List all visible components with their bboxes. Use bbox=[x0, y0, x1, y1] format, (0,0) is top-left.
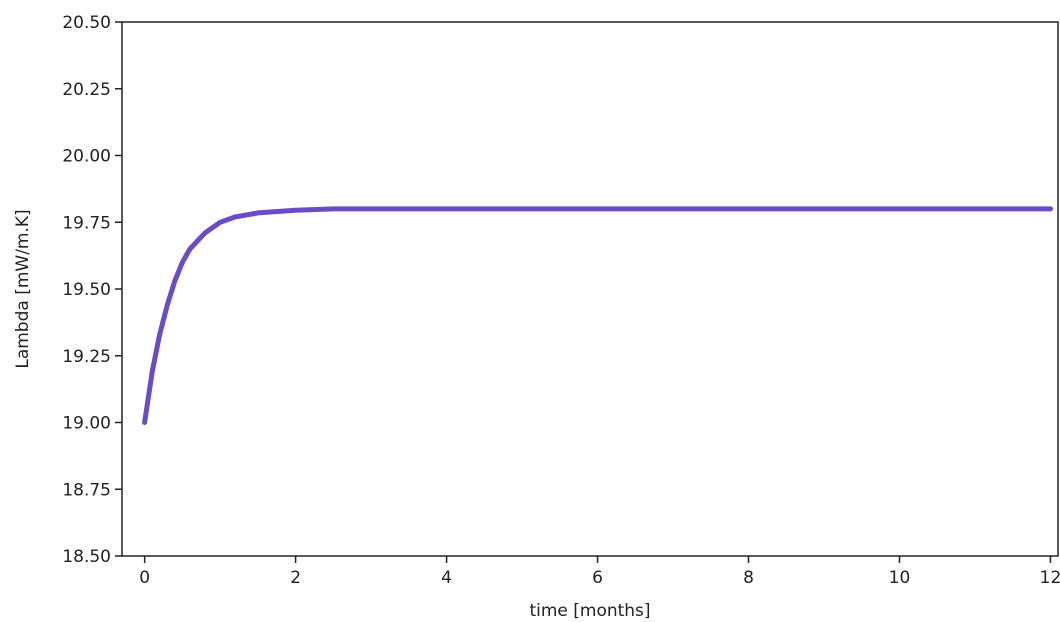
x-tick-label: 8 bbox=[743, 568, 754, 588]
y-axis-ticks: 18.50 18.75 19.00 19.25 19.50 19.75 20.00 20.25… bbox=[62, 13, 122, 567]
x-axis-ticks: 0 2 4 6 8 10 12 bbox=[139, 556, 1060, 588]
x-tick-label: 12 bbox=[1040, 568, 1060, 588]
y-tick-label: 18.50 bbox=[62, 547, 111, 567]
y-tick-label: 20.00 bbox=[62, 147, 111, 167]
x-tick-label: 4 bbox=[441, 568, 452, 588]
plot-frame bbox=[121, 21, 1059, 557]
y-axis-label: Lambda [mW/m.K] bbox=[13, 209, 33, 368]
x-tick-label: 0 bbox=[139, 568, 150, 588]
x-tick-label: 2 bbox=[290, 568, 301, 588]
series-line bbox=[142, 206, 1053, 425]
x-tick-label: 6 bbox=[592, 568, 603, 588]
series-layer bbox=[142, 206, 1053, 425]
y-tick-label: 20.50 bbox=[62, 13, 111, 33]
y-tick-label: 18.75 bbox=[62, 480, 111, 500]
x-axis-label: time [months] bbox=[529, 601, 650, 621]
y-tick-label: 19.75 bbox=[62, 213, 111, 233]
y-tick-label: 19.50 bbox=[62, 280, 111, 300]
y-tick-label: 19.00 bbox=[62, 414, 111, 434]
x-tick-label: 10 bbox=[889, 568, 911, 588]
y-tick-label: 19.25 bbox=[62, 347, 111, 367]
y-tick-label: 20.25 bbox=[62, 80, 111, 100]
